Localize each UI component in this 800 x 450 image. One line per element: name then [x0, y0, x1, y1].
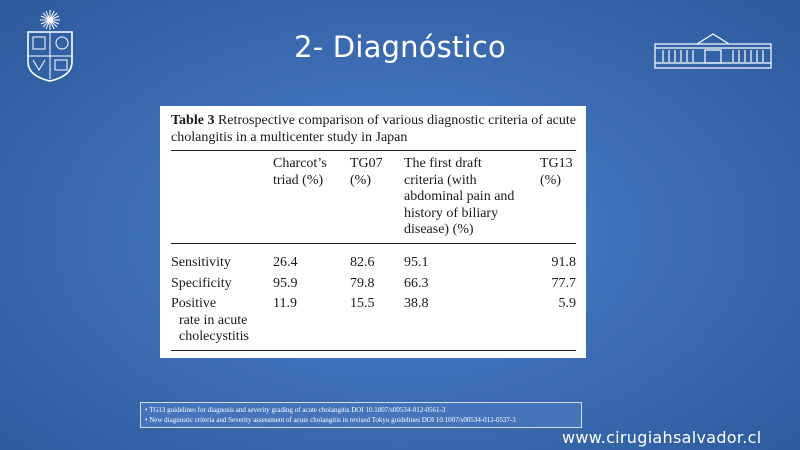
header-first-draft: The first draft criteria (with abdominal… — [404, 156, 515, 237]
table-top-rule — [171, 150, 576, 151]
table-cell: 91.8 — [551, 255, 577, 270]
references-box: • TG13 guidelines for diagnosis and seve… — [140, 402, 582, 428]
header-charcot: Charcot’s triad (%) — [273, 156, 327, 188]
table-cell: 5.9 — [558, 296, 577, 311]
table-cell: 95.1 — [404, 255, 429, 270]
reference-item: • New diagnostic criteria and Severity a… — [145, 415, 516, 424]
table-header-rule — [171, 243, 576, 244]
slide-title: 2- Diagnóstico — [294, 30, 506, 64]
table-cell: 95.9 — [273, 276, 298, 291]
table-cell: 15.5 — [350, 296, 375, 311]
header-tg07: TG07 (%) — [350, 156, 383, 188]
comparison-table: Table 3 Retrospective comparison of vari… — [160, 106, 586, 358]
table-cell: 11.9 — [273, 296, 297, 311]
hospital-building-logo — [653, 30, 773, 70]
table-label: Table 3 — [171, 113, 215, 128]
row-label-sensitivity: Sensitivity — [171, 255, 231, 270]
table-cell: 38.8 — [404, 296, 429, 311]
header-tg13: TG13 (%) — [540, 156, 573, 188]
table-cell: 82.6 — [350, 255, 375, 270]
reference-item: • TG13 guidelines for diagnosis and seve… — [145, 406, 446, 414]
row-label-positive-rate: Positive rate in acute cholecystitis — [171, 296, 249, 344]
website-url[interactable]: www.cirugiahsalvador.cl — [562, 428, 762, 447]
university-crest-logo — [24, 8, 76, 82]
table-caption: Table 3 Retrospective comparison of vari… — [171, 112, 581, 146]
row-label-specificity: Specificity — [171, 276, 232, 291]
table-cell: 26.4 — [273, 255, 298, 270]
table-cell: 77.7 — [551, 276, 577, 291]
table-cell: 66.3 — [404, 276, 429, 291]
table-cell: 79.8 — [350, 276, 375, 291]
table-bottom-rule — [171, 350, 576, 351]
table-caption-text: Retrospective comparison of various diag… — [171, 113, 576, 145]
